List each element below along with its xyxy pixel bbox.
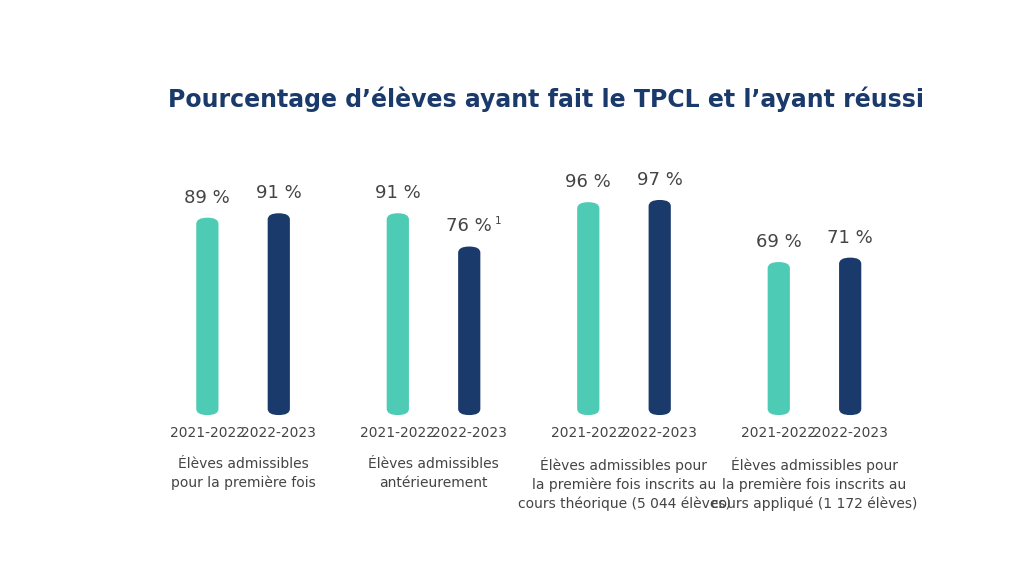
Text: Pourcentage d’élèves ayant fait le TPCL et l’ayant réussi: Pourcentage d’élèves ayant fait le TPCL … <box>168 87 924 112</box>
FancyBboxPatch shape <box>839 257 861 415</box>
FancyBboxPatch shape <box>267 213 290 415</box>
Text: 69 %: 69 % <box>756 233 802 251</box>
FancyBboxPatch shape <box>458 247 480 415</box>
Text: 2021-2022: 2021-2022 <box>551 426 626 440</box>
Text: Élèves admissibles pour
la première fois inscrits au
cours appliqué (1 172 élève: Élèves admissibles pour la première fois… <box>712 457 918 511</box>
FancyBboxPatch shape <box>197 218 218 415</box>
Text: 76 %: 76 % <box>446 218 493 236</box>
FancyBboxPatch shape <box>387 213 409 415</box>
Text: Élèves admissibles
antérieurement: Élèves admissibles antérieurement <box>369 457 499 490</box>
Text: 2022-2023: 2022-2023 <box>813 426 888 440</box>
Text: Élèves admissibles
pour la première fois: Élèves admissibles pour la première fois <box>171 457 315 490</box>
Text: 97 %: 97 % <box>637 171 683 189</box>
Text: 71 %: 71 % <box>827 229 873 247</box>
Text: 2021-2022: 2021-2022 <box>741 426 816 440</box>
Text: 1: 1 <box>495 215 502 226</box>
Text: 89 %: 89 % <box>184 188 230 207</box>
FancyBboxPatch shape <box>578 202 599 415</box>
FancyBboxPatch shape <box>768 262 790 415</box>
Text: 96 %: 96 % <box>565 173 611 191</box>
Text: 91 %: 91 % <box>256 184 302 202</box>
Text: 2022-2023: 2022-2023 <box>432 426 507 440</box>
Text: 2021-2022: 2021-2022 <box>360 426 435 440</box>
FancyBboxPatch shape <box>648 200 671 415</box>
Text: 91 %: 91 % <box>375 184 421 202</box>
Text: 2022-2023: 2022-2023 <box>623 426 697 440</box>
Text: 2021-2022: 2021-2022 <box>170 426 245 440</box>
Text: Élèves admissibles pour
la première fois inscrits au
cours théorique (5 044 élèv: Élèves admissibles pour la première fois… <box>517 457 730 511</box>
Text: 2022-2023: 2022-2023 <box>242 426 316 440</box>
